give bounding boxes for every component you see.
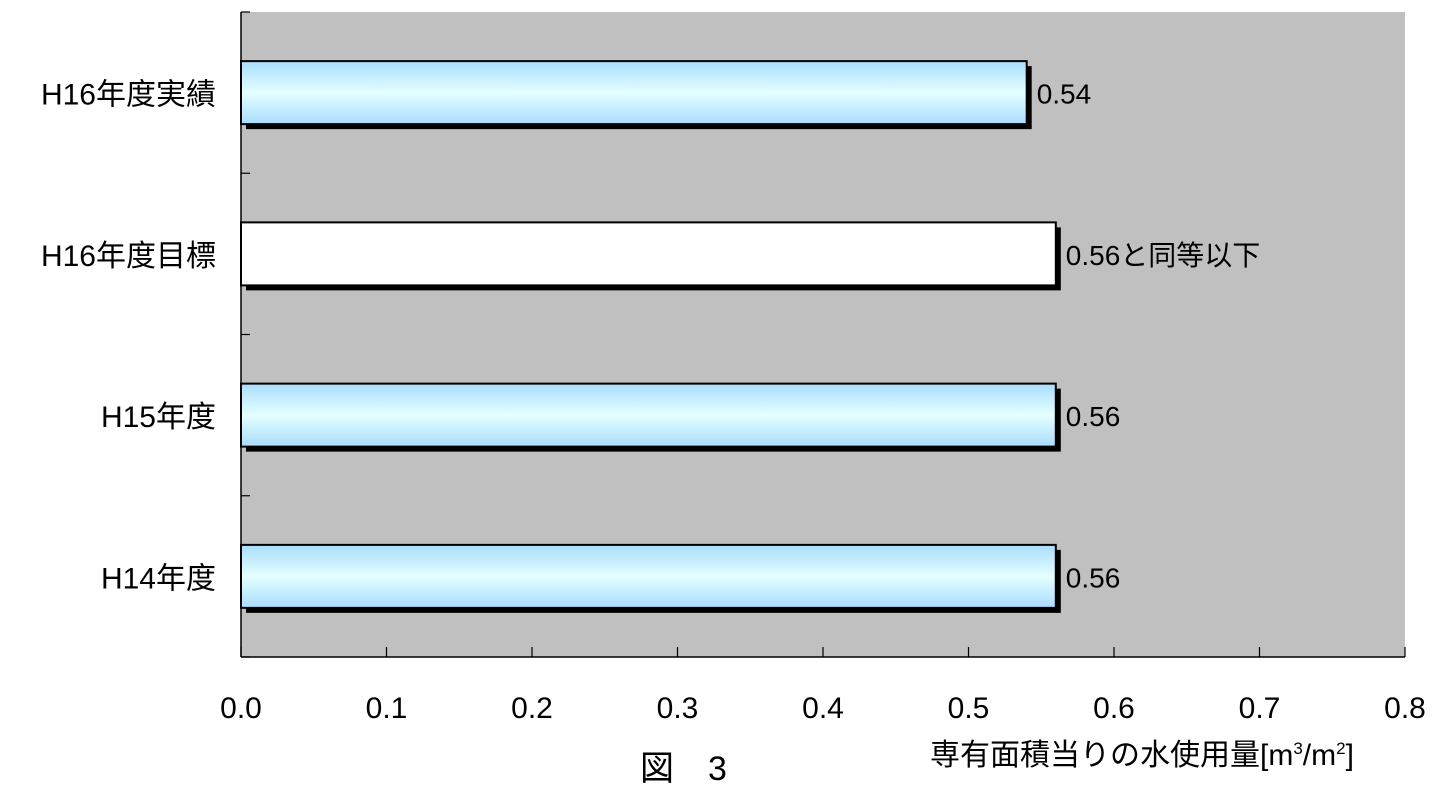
category-label: H16年度目標 (41, 240, 216, 273)
x-tick-label: 0.0 (220, 692, 262, 725)
unit-label-superscript-1: 3 (1293, 739, 1303, 758)
unit-label-superscript-2: 2 (1336, 739, 1346, 758)
category-label: H14年度 (101, 562, 216, 595)
x-tick-label: 0.8 (1384, 692, 1426, 725)
data-label: 0.54 (1037, 79, 1092, 110)
x-tick-label: 0.5 (948, 692, 990, 725)
category-label: H15年度 (101, 401, 216, 434)
figure-caption: 図 3 (640, 750, 727, 788)
bar (240, 221, 1057, 287)
x-tick-label: 0.7 (1239, 692, 1281, 725)
bar (240, 60, 1028, 126)
unit-label: 専有面積当りの水使用量[m3/m2] (930, 740, 1354, 771)
labels-layer: 0.54 H16年度実績 0.56と同等以下 H16年度目標 0.56 H15年度 0.56… (41, 79, 1426, 725)
data-label: 0.56 (1066, 562, 1121, 593)
bar (240, 382, 1057, 448)
axes-layer (240, 11, 1406, 658)
unit-label-suffix: ] (1345, 739, 1354, 772)
x-tick-label: 0.6 (1093, 692, 1135, 725)
unit-label-mid: /m (1302, 739, 1337, 772)
x-tick-label: 0.3 (657, 692, 699, 725)
data-label: 0.56 (1066, 401, 1121, 432)
bar (240, 543, 1057, 609)
unit-label-prefix: 専有面積当りの水使用量[m (930, 739, 1294, 772)
data-label: 0.56と同等以下 (1066, 240, 1261, 271)
x-tick-label: 0.1 (366, 692, 408, 725)
x-tick-label: 0.2 (511, 692, 553, 725)
bars-layer (240, 60, 1061, 613)
category-label: H16年度実績 (41, 79, 216, 112)
x-tick-label: 0.4 (802, 692, 844, 725)
